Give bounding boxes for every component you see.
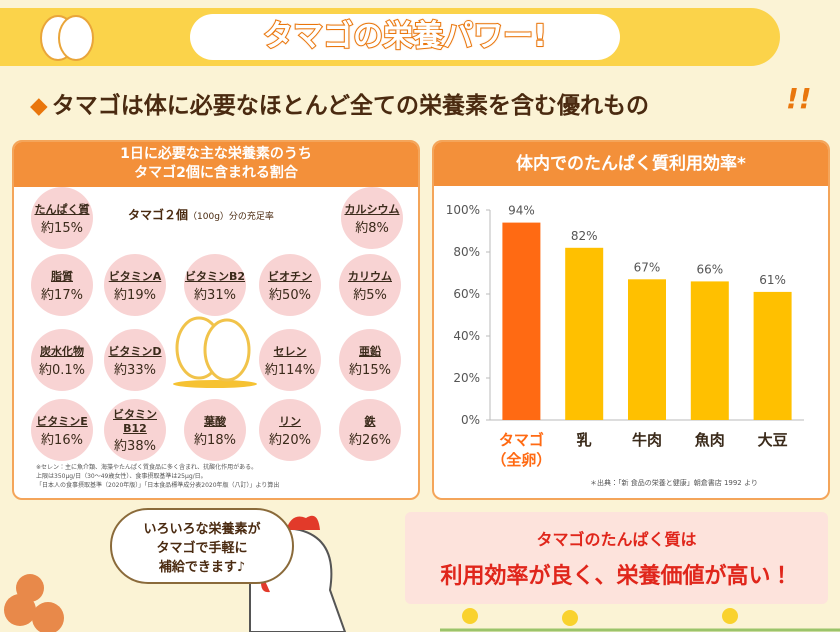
nutrient-name: ビタミンA <box>108 269 162 283</box>
nutrient-circle: 亜鉛約15% <box>339 329 401 391</box>
bar <box>502 222 541 420</box>
x-tick-label: タマゴ （全卵） <box>491 431 552 469</box>
nutrient-circle: カルシウム約8% <box>341 187 403 249</box>
nutrient-name: ビタミンB12 <box>113 408 157 435</box>
nutrient-circle: ビタミンB2 約31% <box>184 254 246 316</box>
y-tick-label: 60% <box>453 287 480 301</box>
y-tick-label: 0% <box>461 413 480 427</box>
nutrient-circle: セレン約114% <box>259 329 321 391</box>
title: タマゴの栄養パワー! <box>262 18 548 55</box>
title-pill <box>190 14 620 60</box>
nutrient-name: たんぱく質 <box>34 202 90 216</box>
caption-main: タマゴ２個 <box>128 208 189 222</box>
nutrient-name: セレン <box>273 344 307 358</box>
value-label: 82% <box>571 229 598 243</box>
nutrient-value: 約19% <box>114 287 156 303</box>
nutrient-name: 鉄 <box>364 414 376 428</box>
bar <box>565 247 604 420</box>
caption-tail: 分の充足率 <box>228 212 274 222</box>
nutrient-value: 約17% <box>41 287 83 303</box>
notes: ※セレン：主に魚介類、海藻やたんぱく質食品に多く含まれ、抗酸化作用がある。 上限は… <box>36 462 406 489</box>
value-label: 66% <box>696 262 723 276</box>
x-tick-label: 大豆 <box>757 431 788 449</box>
heading-line: タマゴ2個に含まれる割合 <box>134 165 298 181</box>
nutrient-circle: たんぱく質約15% <box>31 187 93 249</box>
eggs-image <box>173 316 257 388</box>
nutrient-value: 約50% <box>269 287 311 303</box>
note: 「日本人の食事摂取基準（2020年版）」「日本食品標準成分表2020年版（八訂）… <box>36 482 280 489</box>
nutrient-name: ビオチン <box>268 269 312 283</box>
nutrient-name: ビタミンE <box>36 414 88 428</box>
caption-unit: （100g） <box>188 212 229 222</box>
bar <box>690 281 729 420</box>
y-tick-label: 40% <box>453 329 480 343</box>
note: ※セレン：主に魚介類、海藻やたんぱく質食品に多く含まれ、抗酸化作用がある。 <box>36 464 258 471</box>
x-tick-label: 乳 <box>576 431 592 449</box>
nutrient-name: リン <box>279 414 301 428</box>
y-tick-label: 20% <box>453 371 480 385</box>
nutrient-value: 約31% <box>194 287 236 303</box>
x-tick-label: 魚肉 <box>694 431 725 449</box>
nutrient-name: ビタミンD <box>108 344 162 358</box>
nutrient-name: ビタミンB2 <box>184 269 246 283</box>
nutrient-value: 約15% <box>349 362 391 378</box>
nutrient-circle: ビタミンA 約19% <box>104 254 166 316</box>
nutrient-circle: ビタミンD 約33% <box>104 329 166 391</box>
nutrient-circle: 炭水化物約0.1% <box>31 329 93 391</box>
chart-title: 体内でのたんぱく質利用効率* <box>434 142 828 186</box>
value-label: 94% <box>508 204 535 218</box>
nutrient-value: 約8% <box>355 220 389 236</box>
conclusion-line: タマゴのたんぱく質は <box>536 530 697 549</box>
nutrient-circle: 葉酸約18% <box>184 399 246 461</box>
nutrient-value: 約33% <box>114 362 156 378</box>
nutrient-value: 約38% <box>114 439 156 454</box>
source: ＊出典：「新 食品の栄養と健康」朝倉書店 1992 より <box>590 479 758 487</box>
x-tick-label: 牛肉 <box>631 431 662 449</box>
nutrient-name: カリウム <box>348 269 392 283</box>
egg-icon <box>40 15 94 61</box>
nutrient-value: 約18% <box>194 432 236 448</box>
note: 上限は350μg/日（30～49歳女性）、食事摂取基準は25μg/日。 <box>36 473 207 480</box>
bar <box>628 279 666 420</box>
caption: タマゴ２個（100g）分の充足率 <box>128 206 274 223</box>
nutrient-value: 約5% <box>353 287 387 303</box>
subtitle: タマゴは体に必要なほとんど全ての栄養素を含む優れもの <box>30 86 649 120</box>
speech-bubble: いろいろな栄養素が タマゴで手軽に 補給できます♪ <box>110 508 294 584</box>
nutrient-circle: 鉄約26% <box>339 399 401 461</box>
panel-header: 1日に必要な主な栄養素のうち タマゴ2個に含まれる割合 <box>14 142 418 187</box>
chicks <box>440 608 840 632</box>
nutrient-name: カルシウム <box>344 202 400 216</box>
nutrient-name: 脂質 <box>51 269 73 283</box>
nutrient-value: 約114% <box>264 362 316 378</box>
nutrient-circle: ビタミンB12 約38% <box>104 399 166 461</box>
nutrient-value: 約16% <box>41 432 83 448</box>
nutrient-value: 約0.1% <box>38 362 86 378</box>
nutrient-value: 約20% <box>269 432 311 448</box>
conclusion-line: 利用効率が良く、栄養価値が高い！ <box>440 564 793 589</box>
nutrient-value: 約15% <box>41 220 83 236</box>
chicken-illustration <box>4 515 347 632</box>
nutrient-name: 葉酸 <box>204 414 226 428</box>
nutrient-circle: ビオチン約50% <box>259 254 321 316</box>
nutrient-value: 約26% <box>349 432 391 448</box>
value-label: 67% <box>634 260 661 274</box>
y-tick-label: 100% <box>446 203 480 217</box>
conclusion: タマゴのたんぱく質は 利用効率が良く、栄養価値が高い！ <box>405 512 828 604</box>
y-tick-label: 80% <box>453 245 480 259</box>
nutrient-circle: 脂質約17% <box>31 254 93 316</box>
nutrient-circle: ビタミンE 約16% <box>31 399 93 461</box>
nutrient-name: 亜鉛 <box>359 344 381 358</box>
heading-line: 1日に必要な主な栄養素のうち <box>120 146 312 162</box>
exclaim: !! <box>786 82 812 115</box>
nutrient-name: 炭水化物 <box>40 344 84 358</box>
chart: 0% 20% 40% 60% 80% 100% 94% 82% 67% 66% 61% <box>446 203 804 427</box>
nutrient-circle: リン約20% <box>259 399 321 461</box>
nutrient-circle: カリウム約5% <box>339 254 401 316</box>
bar <box>753 291 792 420</box>
value-label: 61% <box>759 273 786 287</box>
